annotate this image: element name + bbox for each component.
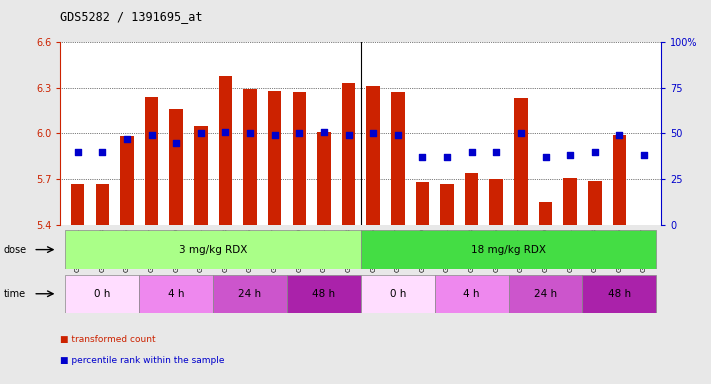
- Bar: [243, 89, 257, 225]
- Text: 48 h: 48 h: [608, 289, 631, 299]
- Bar: [465, 173, 479, 225]
- Bar: [391, 93, 405, 225]
- Point: [614, 132, 625, 138]
- Point: [565, 152, 576, 159]
- Bar: [65, 230, 360, 269]
- Bar: [588, 180, 602, 225]
- Bar: [539, 202, 552, 225]
- Bar: [317, 132, 331, 225]
- Point: [294, 131, 305, 137]
- Text: time: time: [4, 289, 26, 299]
- Bar: [360, 275, 434, 313]
- Bar: [514, 98, 528, 225]
- Point: [589, 149, 600, 155]
- Text: ■ transformed count: ■ transformed count: [60, 335, 156, 344]
- Text: ■ percentile rank within the sample: ■ percentile rank within the sample: [60, 356, 225, 366]
- Text: GDS5282 / 1391695_at: GDS5282 / 1391695_at: [60, 10, 203, 23]
- Bar: [145, 97, 159, 225]
- Bar: [489, 179, 503, 225]
- Point: [466, 149, 477, 155]
- Bar: [360, 230, 656, 269]
- Bar: [65, 275, 139, 313]
- Bar: [194, 126, 208, 225]
- Bar: [508, 275, 582, 313]
- Point: [146, 132, 157, 138]
- Point: [97, 149, 108, 155]
- Point: [442, 154, 453, 160]
- Point: [392, 132, 403, 138]
- Point: [491, 149, 502, 155]
- Bar: [287, 275, 360, 313]
- Text: 0 h: 0 h: [94, 289, 110, 299]
- Bar: [292, 93, 306, 225]
- Bar: [613, 135, 626, 225]
- Point: [220, 129, 231, 135]
- Point: [417, 154, 428, 160]
- Text: 4 h: 4 h: [464, 289, 480, 299]
- Bar: [563, 177, 577, 225]
- Point: [195, 131, 206, 137]
- Bar: [416, 182, 429, 225]
- Point: [171, 139, 182, 146]
- Text: 3 mg/kg RDX: 3 mg/kg RDX: [179, 245, 247, 255]
- Point: [515, 131, 527, 137]
- Text: 18 mg/kg RDX: 18 mg/kg RDX: [471, 245, 546, 255]
- Point: [343, 132, 354, 138]
- Text: 0 h: 0 h: [390, 289, 406, 299]
- Point: [122, 136, 133, 142]
- Bar: [582, 275, 656, 313]
- Bar: [95, 184, 109, 225]
- Bar: [169, 109, 183, 225]
- Text: 24 h: 24 h: [534, 289, 557, 299]
- Text: dose: dose: [4, 245, 27, 255]
- Point: [540, 154, 551, 160]
- Bar: [71, 184, 85, 225]
- Bar: [434, 275, 508, 313]
- Text: 4 h: 4 h: [168, 289, 184, 299]
- Text: 24 h: 24 h: [238, 289, 262, 299]
- Bar: [342, 83, 356, 225]
- Point: [368, 131, 379, 137]
- Bar: [213, 275, 287, 313]
- Bar: [139, 275, 213, 313]
- Bar: [219, 76, 232, 225]
- Bar: [268, 91, 282, 225]
- Point: [319, 129, 330, 135]
- Bar: [440, 184, 454, 225]
- Bar: [120, 136, 134, 225]
- Text: 48 h: 48 h: [312, 289, 336, 299]
- Point: [638, 152, 650, 159]
- Point: [245, 131, 256, 137]
- Point: [269, 132, 280, 138]
- Bar: [366, 86, 380, 225]
- Point: [72, 149, 83, 155]
